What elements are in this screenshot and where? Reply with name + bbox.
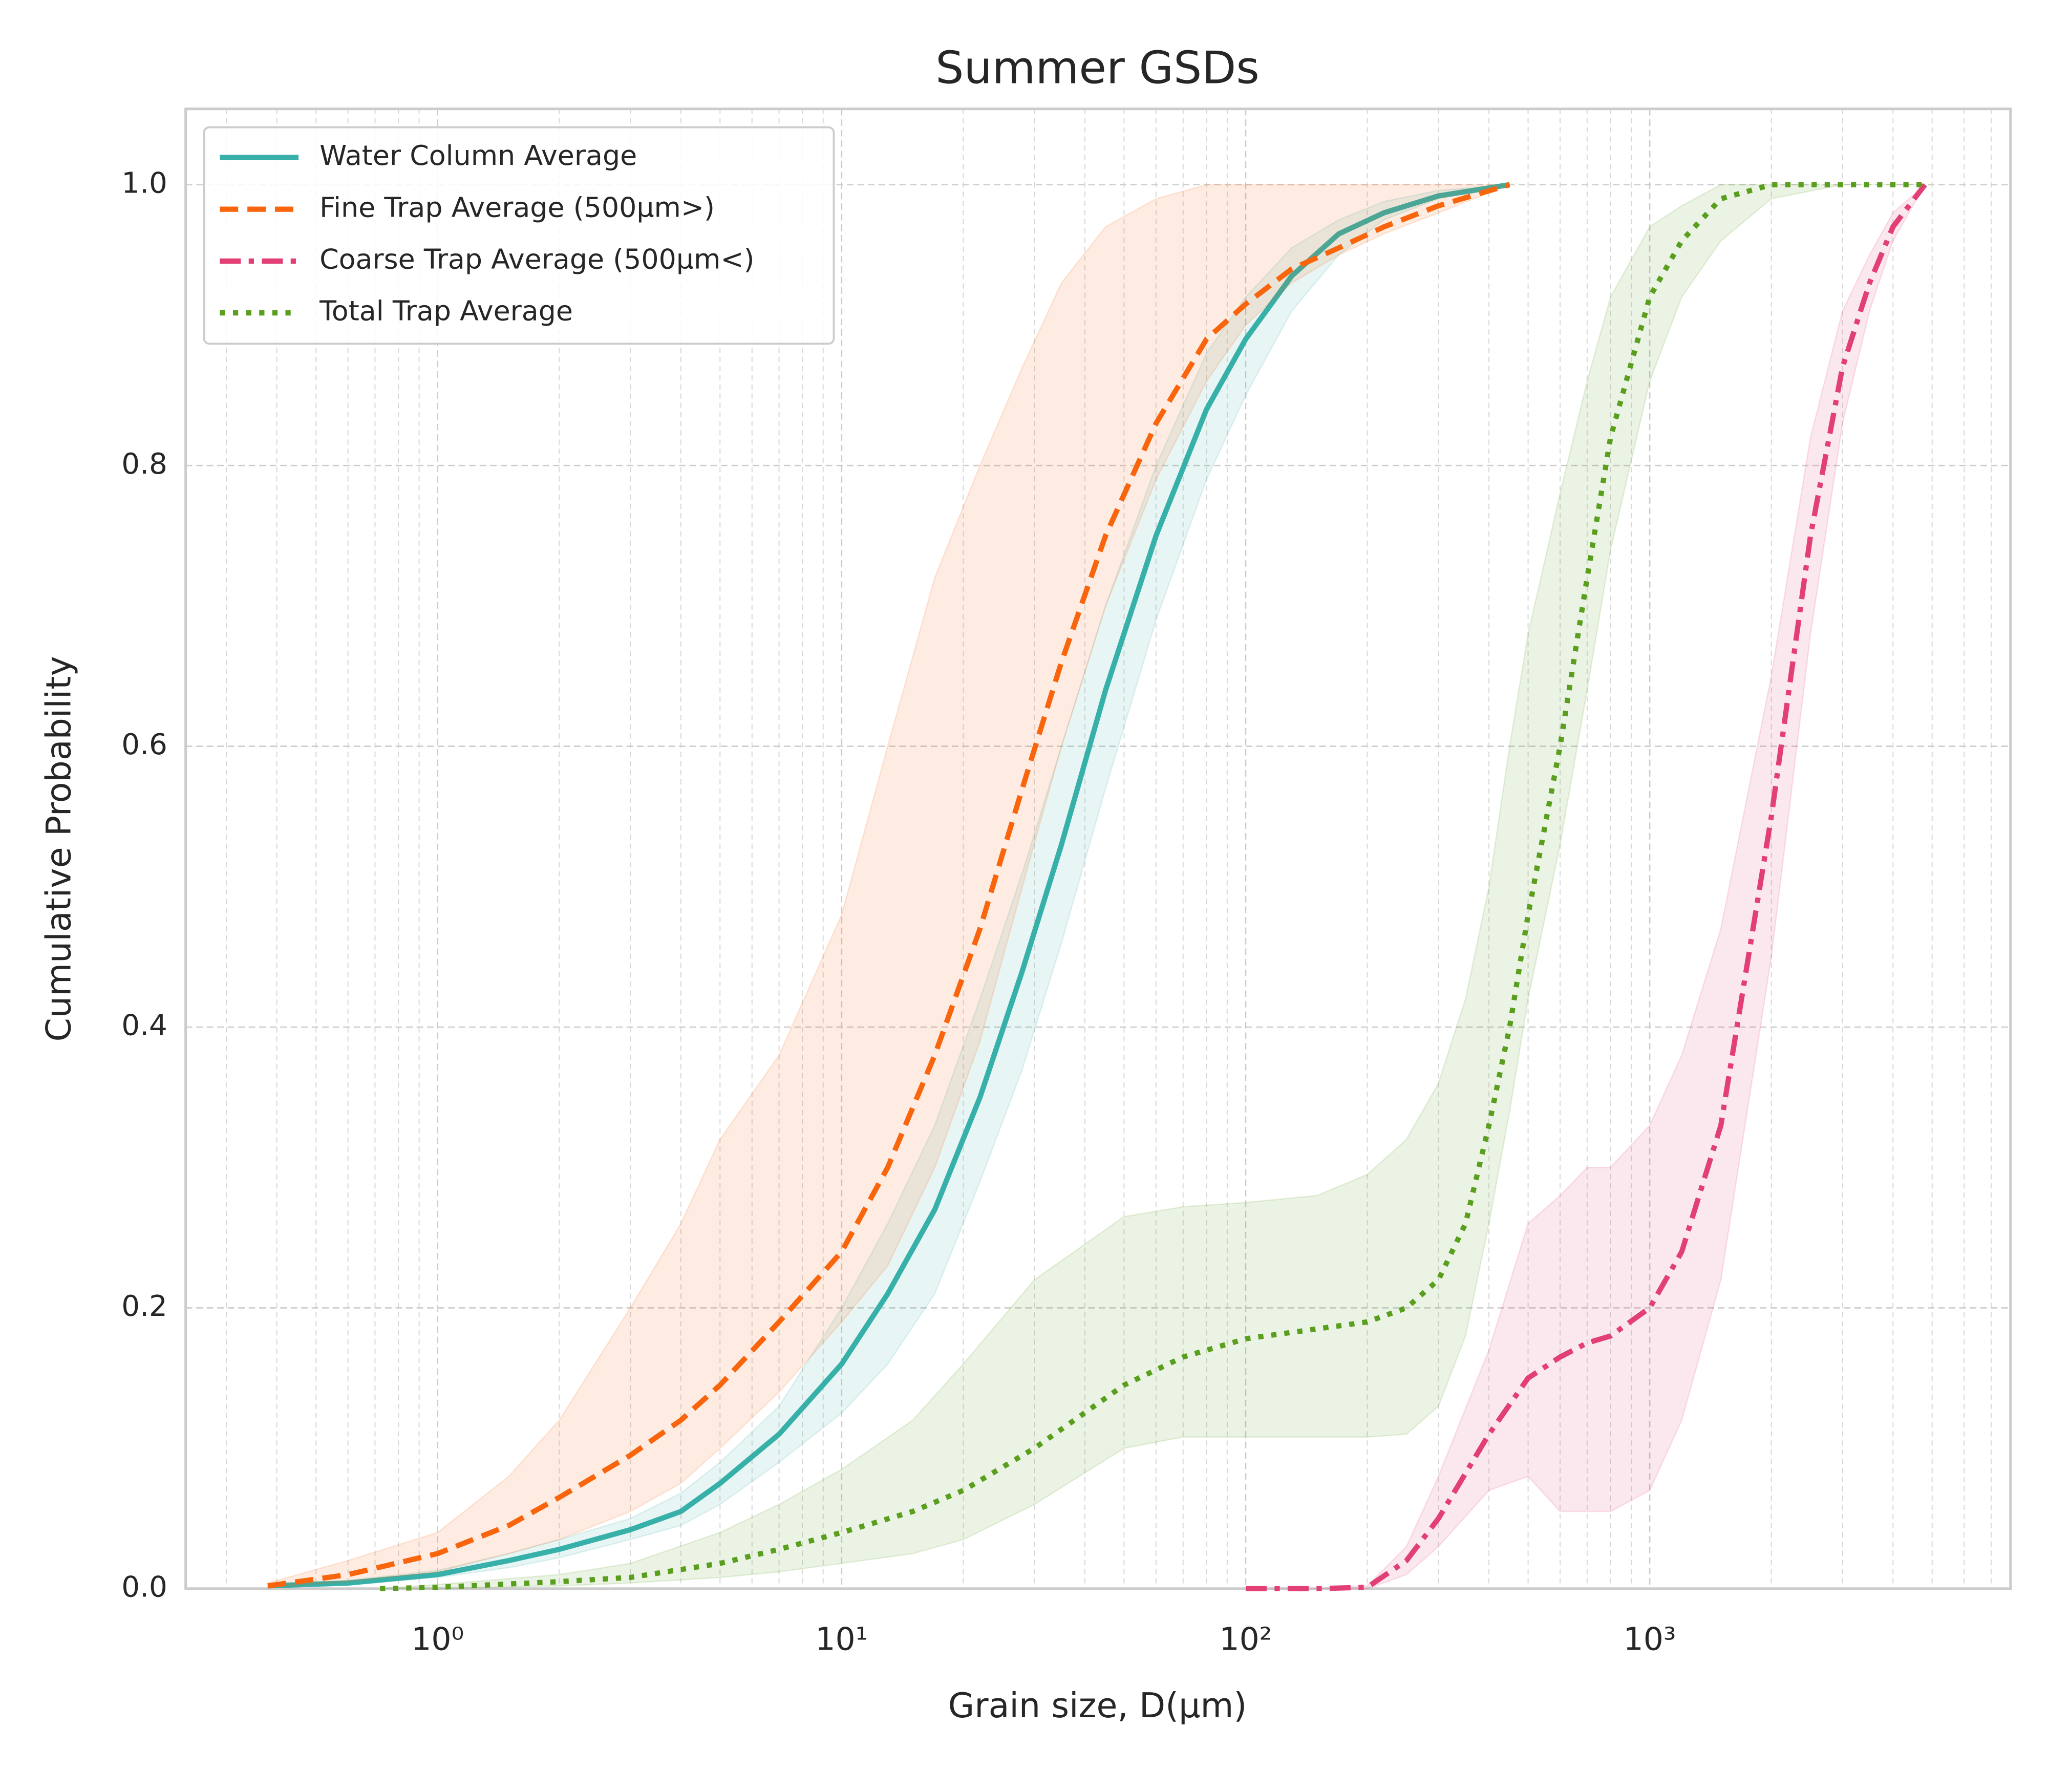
confidence-band: [1245, 184, 1926, 1590]
y-tick-label: 0.8: [121, 447, 167, 481]
confidence-band: [267, 184, 1510, 1588]
y-tick-label: 0.2: [121, 1290, 167, 1323]
chart-title: Summer GSDs: [935, 41, 1260, 94]
series-line: [267, 182, 1510, 1589]
y-tick-label: 0.6: [121, 728, 167, 761]
x-axis-label: Grain size, D(μm): [948, 1686, 1247, 1725]
legend-box: [203, 126, 835, 345]
series-line: [267, 182, 1510, 1589]
legend-label: Water Column Average: [319, 139, 637, 172]
legend-label: Coarse Trap Average (500µm<): [319, 243, 754, 275]
x-tick-label: 10¹: [815, 1620, 868, 1657]
x-tick-label: 10²: [1220, 1620, 1272, 1657]
legend-label: Total Trap Average: [319, 295, 573, 327]
plot-frame: [184, 108, 2012, 1590]
x-tick-label: 10³: [1624, 1620, 1676, 1657]
confidence-band: [380, 184, 1925, 1590]
y-tick-label: 0.0: [121, 1570, 167, 1604]
y-tick-label: 0.4: [121, 1009, 167, 1042]
x-tick-label: 10⁰: [411, 1620, 464, 1657]
legend-label: Fine Trap Average (500µm>): [319, 191, 715, 223]
y-axis-label: Cumulative Probability: [38, 656, 78, 1041]
series-line: [1245, 183, 1927, 1591]
y-tick-label: 1.0: [121, 166, 167, 200]
